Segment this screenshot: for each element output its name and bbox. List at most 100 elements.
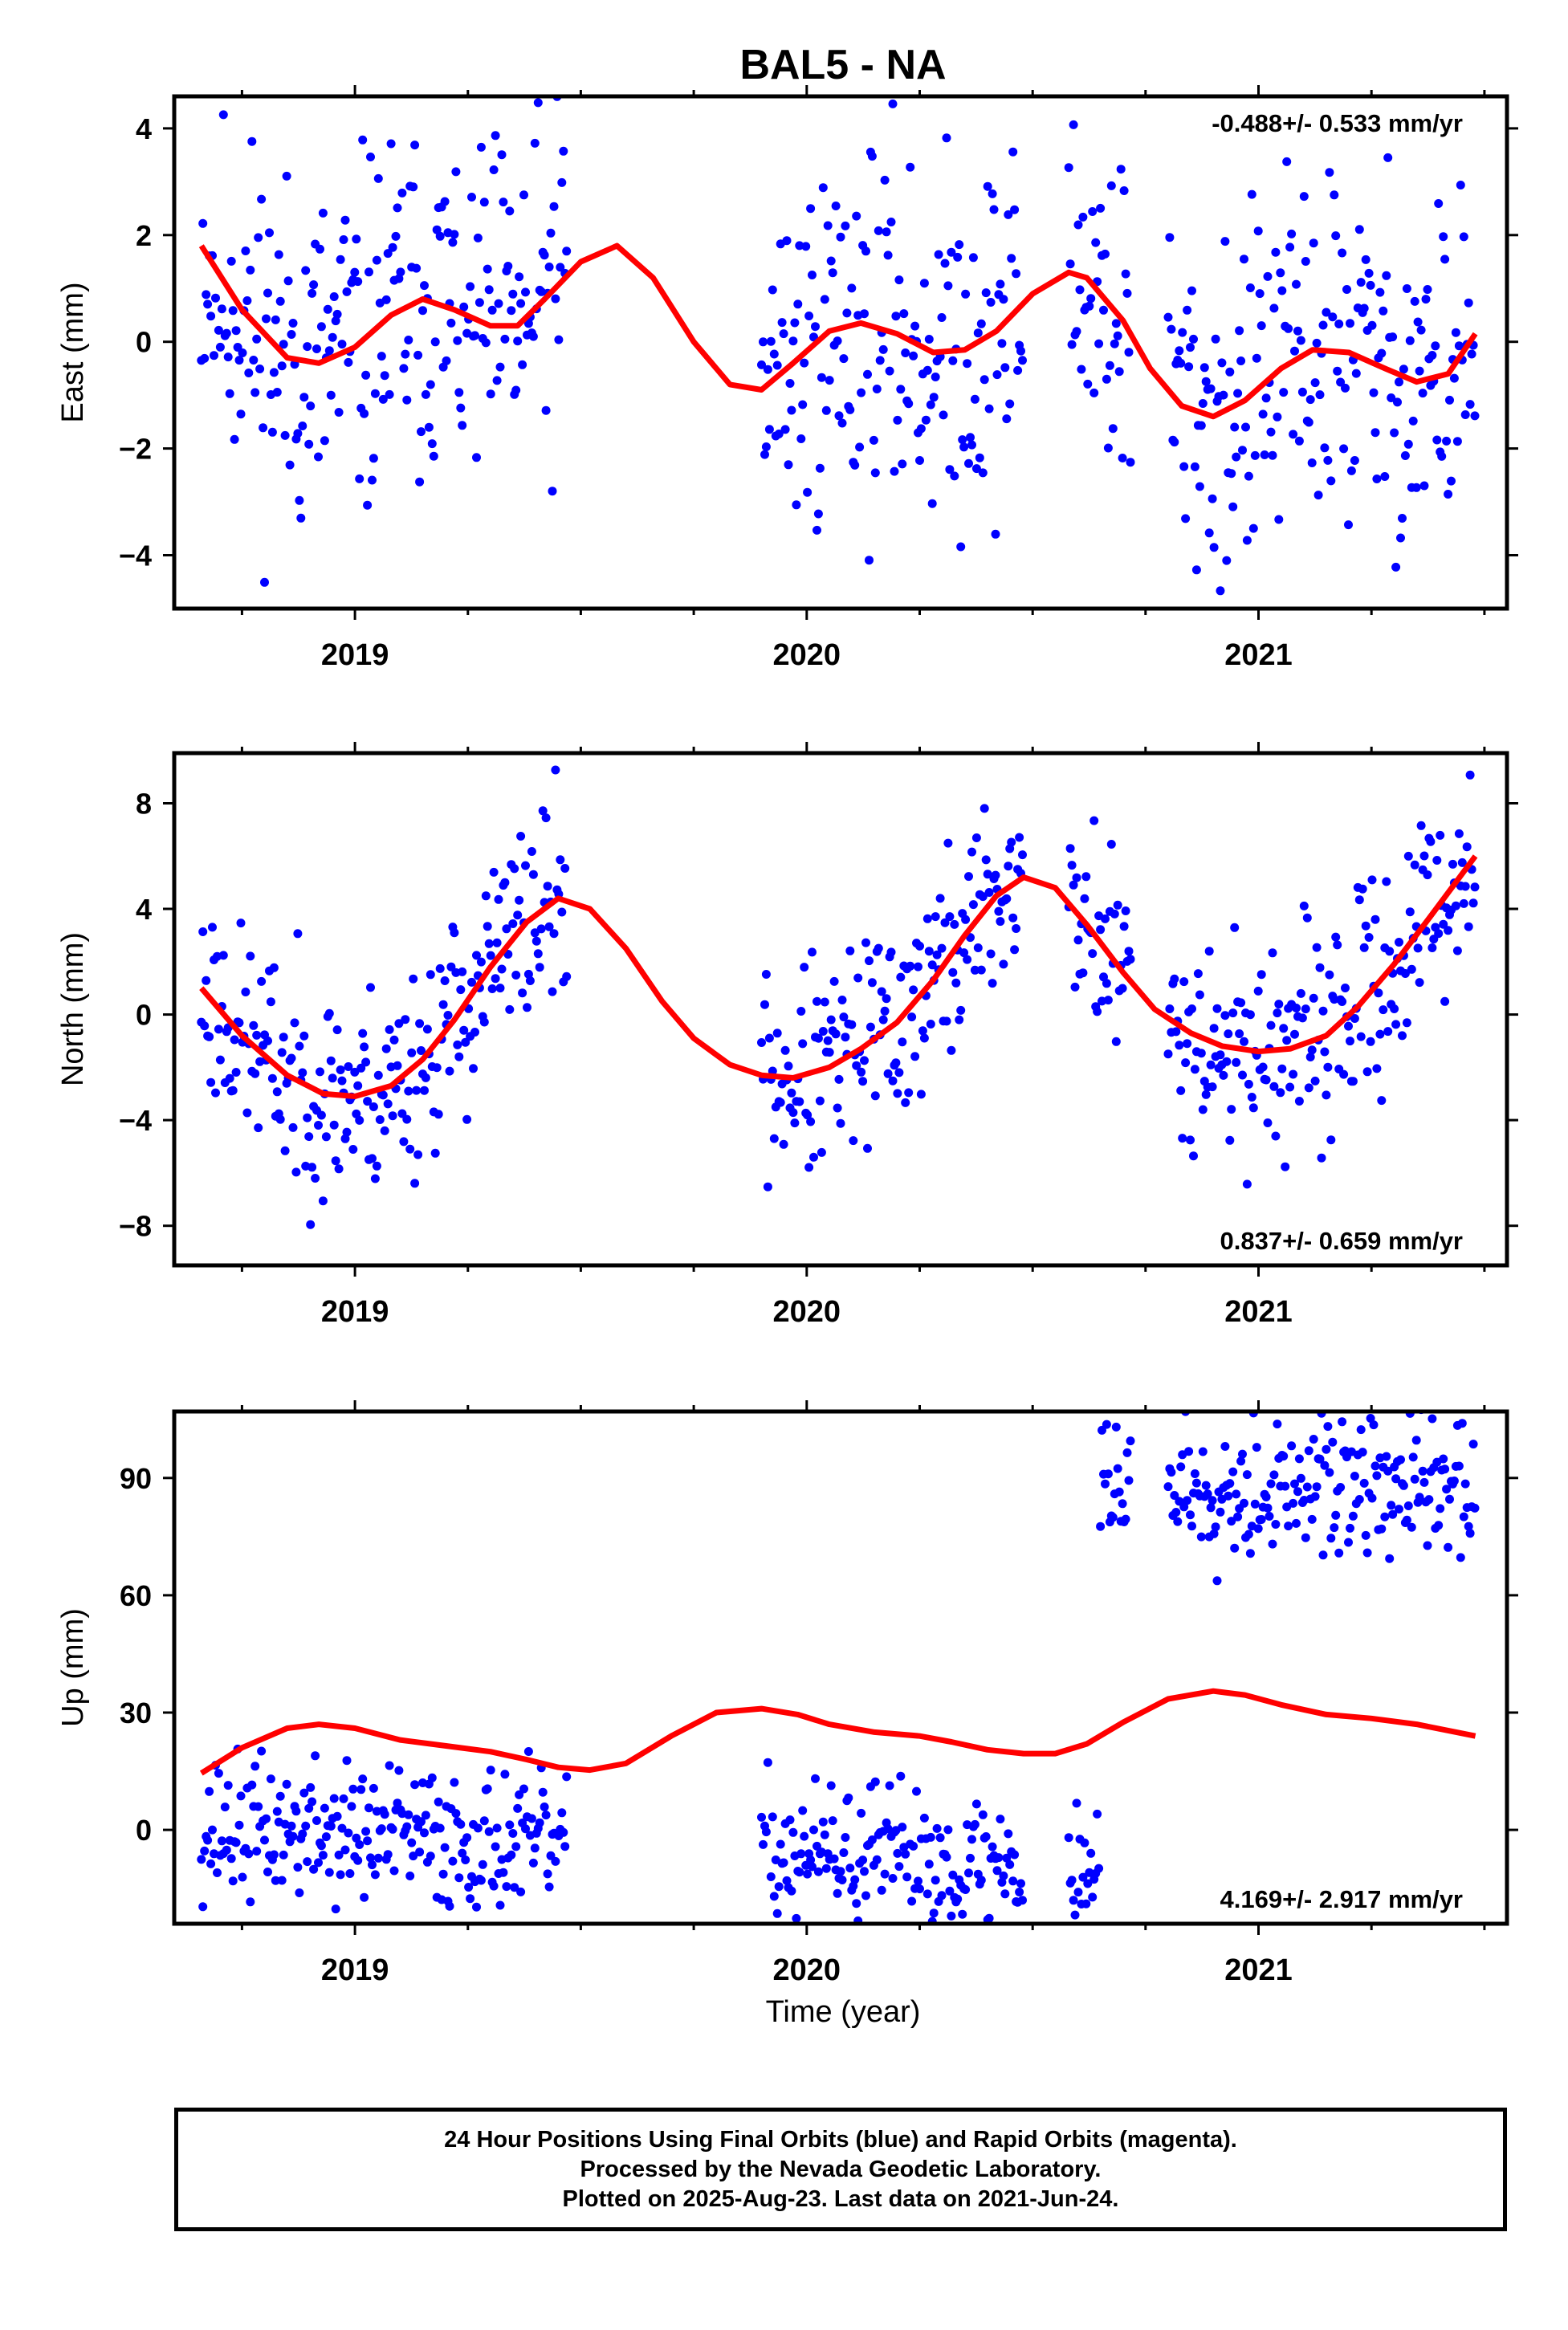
data-point — [1408, 416, 1418, 426]
data-point — [1244, 1530, 1253, 1539]
data-point — [1411, 483, 1421, 492]
data-point — [225, 1073, 234, 1083]
data-point — [363, 1836, 373, 1846]
data-point — [1072, 873, 1081, 882]
data-point — [473, 1823, 483, 1833]
data-point — [1289, 430, 1298, 439]
data-point — [971, 833, 981, 842]
data-point — [211, 293, 220, 303]
north-y-axis-label: North (mm) — [56, 932, 90, 1086]
data-point — [208, 1825, 217, 1835]
data-point — [1293, 1487, 1302, 1497]
data-point — [1423, 285, 1432, 294]
data-point — [1449, 1477, 1459, 1485]
data-point — [1456, 181, 1465, 189]
data-point — [307, 1797, 317, 1807]
data-point — [518, 360, 527, 369]
data-point — [1114, 1487, 1124, 1497]
data-point — [1383, 1466, 1393, 1476]
data-point — [213, 84, 222, 93]
data-point — [361, 1827, 371, 1836]
data-point — [1007, 254, 1016, 263]
data-point — [915, 941, 924, 951]
data-point — [1341, 383, 1350, 393]
data-point — [324, 1868, 334, 1877]
data-point — [205, 1032, 214, 1041]
data-point — [1247, 189, 1256, 199]
data-point — [469, 1064, 478, 1073]
data-point — [1287, 1441, 1297, 1451]
data-point — [1356, 1032, 1366, 1041]
data-point — [380, 1810, 389, 1819]
data-point — [1403, 851, 1413, 861]
data-point — [909, 1841, 918, 1851]
data-point — [1415, 1493, 1424, 1502]
data-point — [1410, 1474, 1419, 1484]
data-point — [959, 442, 969, 452]
data-point — [943, 1825, 953, 1835]
data-point — [1396, 1455, 1405, 1464]
data-point — [421, 1811, 430, 1820]
data-point — [857, 388, 866, 397]
data-point — [355, 1840, 365, 1849]
data-point — [301, 1821, 311, 1831]
data-point — [521, 287, 530, 297]
data-point — [230, 1035, 239, 1045]
y-tick-label: 2 — [136, 219, 152, 252]
data-point — [541, 813, 551, 823]
data-point — [328, 332, 337, 342]
data-point — [764, 425, 774, 434]
data-point — [328, 1073, 337, 1083]
data-point — [865, 956, 874, 966]
data-point — [342, 1756, 352, 1766]
data-point — [1320, 443, 1330, 453]
data-point — [865, 1022, 875, 1032]
data-point — [1121, 269, 1130, 279]
data-point — [334, 408, 344, 417]
data-point — [1253, 226, 1263, 236]
data-point — [1465, 1529, 1475, 1538]
data-point — [860, 1056, 869, 1065]
data-point — [1326, 476, 1336, 486]
data-point — [218, 110, 228, 120]
data-point — [970, 965, 979, 975]
data-point — [891, 1058, 901, 1068]
data-point — [931, 373, 940, 381]
data-point — [1468, 1440, 1478, 1449]
north-plot-frame — [172, 751, 1509, 1268]
data-point — [250, 388, 260, 397]
data-point — [780, 425, 790, 434]
data-point — [381, 1044, 391, 1053]
data-point — [1451, 328, 1460, 337]
data-point — [559, 146, 568, 156]
data-point — [1238, 1070, 1247, 1080]
data-point — [451, 1809, 461, 1819]
data-point — [806, 1855, 816, 1864]
data-point — [815, 1096, 825, 1106]
data-point — [831, 202, 841, 210]
data-point — [757, 1812, 766, 1822]
data-point — [1230, 422, 1240, 432]
data-point — [769, 1892, 779, 1901]
data-point — [427, 1773, 437, 1782]
data-point — [922, 914, 932, 923]
data-point — [983, 181, 992, 191]
data-point — [1285, 242, 1295, 252]
data-point — [1208, 1496, 1217, 1505]
data-point — [1065, 844, 1075, 853]
data-point — [487, 305, 497, 315]
data-point — [505, 1820, 515, 1830]
data-point — [1209, 543, 1219, 552]
data-point — [1359, 1478, 1369, 1488]
data-point — [548, 987, 557, 996]
data-point — [314, 1121, 323, 1130]
data-point — [291, 1807, 301, 1816]
data-point — [1244, 1079, 1253, 1089]
data-point — [1452, 437, 1462, 446]
data-point — [380, 371, 389, 381]
data-point — [479, 1816, 489, 1826]
data-point — [1183, 305, 1192, 315]
data-point — [1235, 326, 1244, 336]
data-point — [250, 1069, 260, 1078]
data-point — [788, 1827, 798, 1837]
